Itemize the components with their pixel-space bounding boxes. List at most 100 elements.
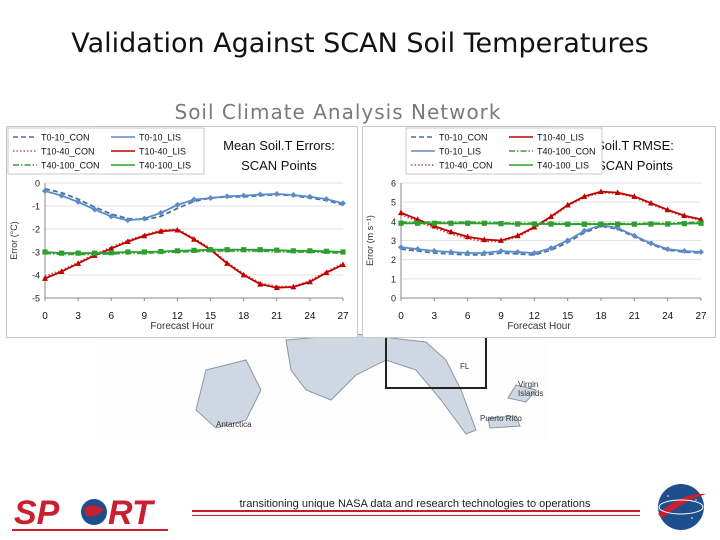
data-point [307, 248, 313, 254]
data-point [290, 248, 296, 254]
data-point [581, 227, 588, 234]
x-tick-label: 9 [498, 311, 504, 322]
data-point [75, 260, 82, 266]
x-tick-label: 21 [271, 311, 283, 322]
data-point [631, 193, 638, 199]
x-tick-label: 0 [398, 311, 404, 322]
svg-text:SP: SP [14, 494, 60, 532]
data-point [290, 283, 297, 290]
y-tick-label: -4 [32, 271, 40, 281]
x-tick-label: 15 [562, 311, 574, 322]
data-point [665, 221, 671, 227]
x-tick-label: 6 [465, 311, 471, 322]
data-point [515, 221, 521, 227]
data-point [340, 200, 346, 207]
data-point [306, 278, 313, 285]
y-tick-label: 5 [391, 198, 396, 208]
data-point [448, 228, 454, 235]
data-point [108, 250, 114, 256]
data-point [481, 220, 487, 226]
x-tick-label: 27 [695, 311, 707, 322]
data-point [698, 249, 704, 255]
y-axis-label: Error (m s⁻¹) [365, 215, 375, 266]
data-point [191, 196, 197, 203]
data-point [498, 221, 504, 227]
data-point [648, 221, 654, 227]
x-tick-label: 12 [529, 311, 541, 322]
x-tick-label: 21 [629, 311, 641, 322]
y-tick-label: 3 [391, 236, 396, 246]
data-point [224, 247, 230, 253]
data-point [75, 198, 82, 205]
chart-title-line: SCAN Points [597, 158, 673, 173]
legend-box [405, 127, 603, 175]
data-point [481, 236, 488, 242]
chart-panel-mean-errors: 0 -1 -2 -3 -4 -5 0 3 6 9 12 15 18 21 24 27 Forecast Hour… [6, 126, 358, 338]
legend-label: T10-40_LIS [537, 133, 584, 143]
data-point [108, 213, 115, 220]
y-axis-label: Error (°C) [9, 221, 19, 260]
scan-banner: Soil Climate Analysis Network [174, 100, 502, 124]
data-point [681, 212, 688, 218]
x-tick-label: 15 [205, 311, 217, 322]
data-point [565, 221, 571, 227]
footer-tagline: transitioning unique NASA data and resea… [239, 498, 591, 510]
data-point [290, 191, 297, 198]
data-point [464, 233, 471, 240]
data-point [398, 209, 404, 216]
chart-title-line: Soil.T RMSE: [596, 138, 674, 153]
footer-rule [192, 510, 640, 512]
legend-label: T40-100_LIS [537, 161, 589, 171]
data-point [191, 247, 197, 253]
legend-box [7, 127, 205, 175]
data-point [141, 249, 147, 255]
data-point [564, 237, 571, 244]
legend-label: T0-10_CON [439, 133, 488, 143]
data-point [257, 281, 264, 287]
data-point [124, 238, 131, 245]
y-tick-label: 0 [391, 294, 396, 304]
data-point [58, 192, 65, 199]
data-point [42, 249, 48, 255]
data-point [698, 220, 704, 226]
y-tick-label: -2 [32, 225, 40, 235]
data-point [273, 191, 280, 198]
map-label-virgin-islands: Virgin Islands [518, 380, 544, 398]
data-point [465, 220, 471, 226]
data-point [174, 248, 181, 254]
data-point [481, 249, 488, 256]
data-point [191, 236, 197, 242]
data-point [598, 188, 604, 195]
y-tick-label: -1 [32, 202, 40, 212]
data-point [698, 216, 704, 222]
map-label-puerto-rico: Puerto Rico [480, 414, 522, 423]
series-line [44, 187, 344, 221]
map-outline [195, 330, 537, 435]
data-point [58, 250, 65, 256]
data-point [257, 191, 264, 198]
slide-title: Validation Against SCAN Soil Temperature… [71, 28, 649, 59]
y-tick-label: -3 [32, 248, 40, 258]
data-point [340, 261, 346, 268]
chart-title-line: SCAN Points [241, 158, 317, 173]
data-point [273, 284, 280, 291]
data-point [448, 249, 454, 255]
data-point [631, 232, 638, 239]
data-point [598, 221, 604, 227]
data-point [431, 220, 437, 226]
data-point [531, 223, 538, 230]
data-point [240, 192, 247, 199]
data-point [75, 250, 81, 256]
data-point [431, 248, 438, 255]
data-point [257, 247, 263, 253]
data-point [498, 248, 504, 255]
data-point [274, 247, 280, 253]
data-point [92, 250, 98, 256]
y-tick-label: -5 [32, 294, 40, 304]
y-tick-label: 2 [391, 255, 396, 265]
x-tick-label: 6 [108, 311, 114, 322]
data-point [564, 201, 571, 208]
y-tick-label: 1 [391, 274, 396, 284]
x-axis-label: Forecast Hour [507, 321, 571, 332]
